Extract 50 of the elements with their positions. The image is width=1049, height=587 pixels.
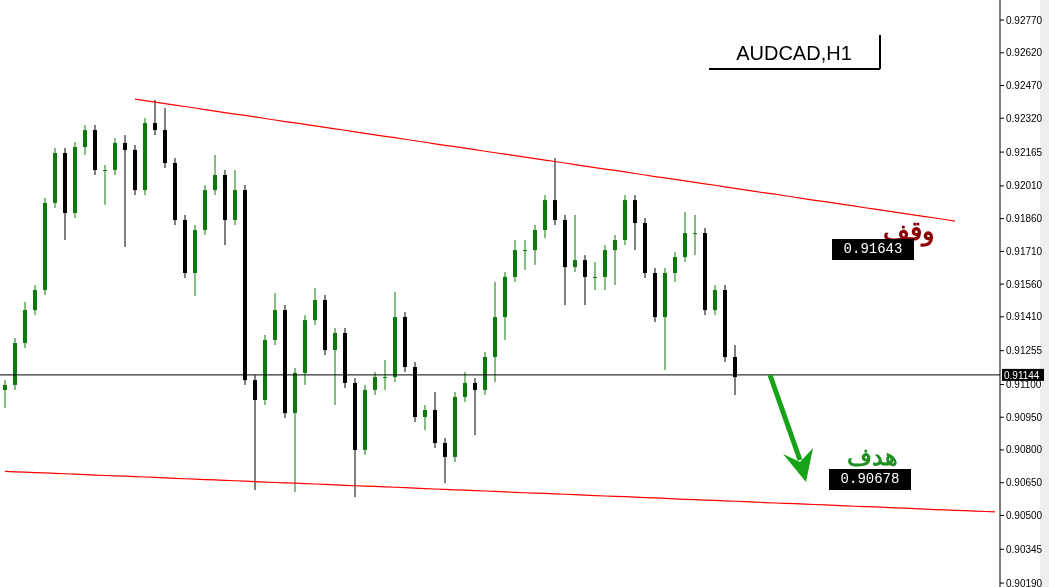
y-tick-label: 0.91255: [1006, 345, 1043, 357]
candlestick: [333, 327, 337, 406]
candlestick: [373, 371, 377, 396]
candlestick: [423, 404, 427, 431]
candlestick: [553, 157, 557, 226]
candlestick: [583, 254, 587, 306]
candlestick: [593, 261, 597, 291]
y-tick-label: 0.92320: [1006, 112, 1043, 124]
line-series: [134, 98, 956, 222]
candlestick: [713, 284, 717, 316]
y-tick-label: 0.91100: [1006, 379, 1042, 390]
y-tick-label: 0.90190: [1006, 577, 1043, 587]
candlestick: [463, 371, 467, 403]
candlestick: [673, 251, 677, 283]
y-tick-label: 0.92010: [1006, 180, 1043, 192]
candlestick: [633, 194, 637, 251]
candlestick: [473, 377, 477, 436]
y-tick-label: 0.92770: [1006, 14, 1043, 26]
y-tick-label: 0.92470: [1006, 80, 1043, 92]
candlestick: [313, 287, 317, 326]
text: AUDCAD,H1: [736, 42, 852, 64]
y-tick-label: 0.90800: [1006, 444, 1043, 456]
candlestick: [33, 284, 37, 316]
annotation: هدف: [847, 442, 898, 471]
y-tick-label: 0.90650: [1006, 477, 1043, 489]
candlestick: [443, 437, 447, 484]
y-tick-label: 0.92620: [1006, 47, 1043, 59]
candlestick: [123, 134, 127, 248]
candlestick: [83, 124, 87, 156]
candlestick: [523, 239, 527, 271]
candlestick: [693, 214, 697, 256]
y-tick-label: 0.90500: [1006, 509, 1043, 521]
candlestick: [613, 234, 617, 286]
y-tick-label: 0.90345: [1006, 543, 1043, 555]
y-tick-label: 0.91560: [1006, 278, 1043, 290]
y-tick-label: 0.91410: [1006, 311, 1043, 323]
ref-line-label: 0.91144: [1004, 369, 1040, 381]
candlestick: [153, 99, 157, 136]
candlestick: [533, 224, 537, 266]
y-tick-label: 0.92165: [1006, 146, 1043, 158]
y-tick-label: 0.90950: [1006, 411, 1043, 423]
annotation: 0.90678: [840, 471, 900, 487]
candlestick: [3, 379, 7, 409]
candlestick: [383, 359, 387, 391]
y-tick-label: 0.91710: [1006, 245, 1043, 257]
line-series: [4, 470, 996, 513]
candlestick: [103, 164, 107, 206]
candlestick: [213, 154, 217, 196]
candlestick: [573, 214, 577, 273]
y-tick-label: 0.91860: [1006, 213, 1043, 225]
